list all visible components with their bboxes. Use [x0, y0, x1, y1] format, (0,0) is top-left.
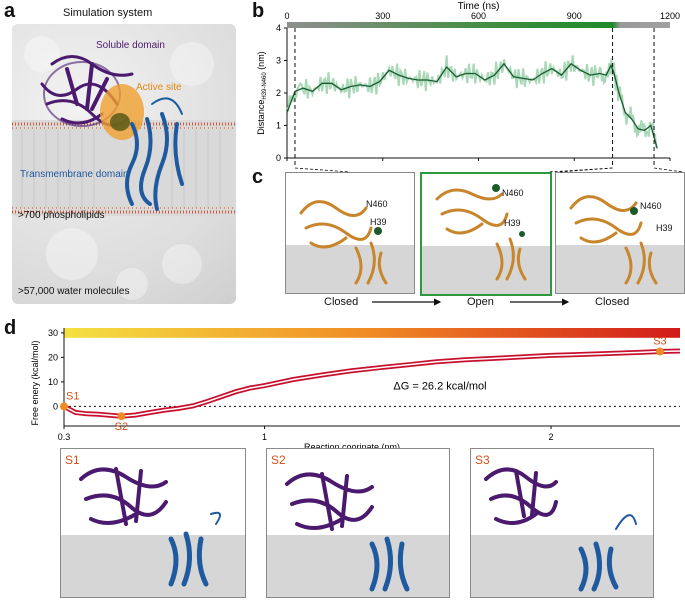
protein-s1: [79, 467, 221, 587]
transmembrane-domain-structure: [125, 97, 184, 211]
distance-chart: 0 300 600 900 1200 Time (ns) 0 1 2 3 4 DistanceH39-…: [256, 1, 680, 168]
soluble-domain-label: Soluble domain: [96, 40, 165, 51]
state-open-box: N460 H39: [420, 172, 552, 296]
x-axis-title: Reaction coorinate (nm): [304, 442, 400, 450]
n460-label: N460: [640, 201, 662, 211]
y-tick-label: 30: [48, 328, 58, 338]
distance-raw-trace: [286, 55, 658, 148]
transmembrane-domain-label: Transmembrane domain: [20, 169, 129, 180]
phospholipids-label: >700 phospholipids: [18, 210, 105, 221]
membrane-lipid-tails: [21, 130, 221, 208]
y-axis-title: Free enery (kcal/mol): [30, 340, 40, 425]
h39-label: H39: [504, 218, 521, 228]
state-closed-2-box: N460 H39: [555, 172, 685, 294]
state-s3-label: S3: [475, 453, 490, 467]
x-axis-title: Time (ns): [458, 1, 500, 12]
y-tick-label: 20: [48, 352, 58, 362]
delta-g-annotation: ΔG = 26.2 kcal/mol: [393, 380, 486, 392]
soluble-domain-structure: [40, 55, 134, 127]
distance-smooth-line: [286, 62, 658, 149]
state-label-open: Open: [467, 296, 494, 308]
x-tick-label: 0.3: [58, 432, 71, 442]
x-tick-label: 2: [549, 432, 554, 442]
protein-open: [435, 184, 527, 281]
panel-b-letter: b: [252, 0, 265, 22]
panel-a-letter: a: [4, 0, 16, 22]
state-s3-box: S3: [470, 448, 654, 598]
panel-c-letter: c: [252, 166, 264, 188]
y-tick-label: 3: [276, 56, 281, 66]
simulation-render: [12, 36, 236, 300]
state-s2-box: S2: [266, 448, 450, 598]
panel-d-letter: d: [4, 317, 17, 339]
x-tick-label: 600: [471, 11, 486, 21]
y-tick-label: 2: [276, 88, 281, 98]
state-point-s3: [655, 347, 664, 356]
active-site-core: [110, 113, 130, 131]
state-point-label-s1: S1: [66, 390, 79, 402]
y-tick-label: 10: [48, 377, 58, 387]
simulation-box: Soluble domain Active site Transmembrane…: [12, 24, 236, 304]
y-tick-label: 4: [276, 23, 281, 33]
x-tick-label: 900: [567, 11, 582, 21]
state-s1-label: S1: [65, 453, 80, 467]
state-point-label-s3: S3: [653, 336, 666, 348]
water-texture: [24, 36, 214, 300]
state-label-closed-2: Closed: [595, 296, 630, 308]
water-label: >57,000 water molecules: [18, 286, 130, 297]
n460-label: N460: [502, 188, 524, 198]
active-site-label: Active site: [136, 82, 182, 93]
n460-label: N460: [366, 199, 388, 209]
x-tick-label: 1: [262, 432, 267, 442]
energy-gradient-bar: [64, 328, 680, 338]
state-point-s1: [60, 402, 68, 411]
protein-closed-1: [299, 200, 388, 285]
h39-label: H39: [656, 223, 673, 233]
free-energy-curve-outer: [62, 348, 681, 419]
panel-a-title: Simulation system: [63, 7, 153, 19]
state-closed-1-box: N460 H39: [285, 172, 415, 294]
protein-s3: [484, 467, 637, 592]
protein-closed-2: [569, 195, 658, 285]
y-tick-label: 1: [276, 121, 281, 131]
state-label-closed-1: Closed: [324, 296, 359, 308]
y-tick-label: 0: [276, 153, 281, 163]
state-point-s2: [117, 412, 126, 421]
protein-s2: [285, 472, 410, 592]
state-s1-box: S1: [60, 448, 246, 598]
state-point-label-s2: S2: [115, 421, 128, 433]
membrane-lipid-heads-bottom: [12, 207, 236, 214]
h39-label: H39: [370, 217, 387, 227]
x-tick-label: 1200: [660, 11, 680, 21]
free-energy-chart: 0 10 20 30 0.3 1 2 Reaction coorinate (nm) Free …: [30, 328, 681, 450]
x-tick-label: 0: [284, 11, 289, 21]
x-tick-label: 300: [375, 11, 390, 21]
y-axis-title: DistanceH39-N460 (nm): [256, 51, 268, 134]
time-color-bar: [287, 22, 670, 28]
free-energy-curve-inner: [63, 350, 681, 417]
state-s2-label: S2: [271, 453, 286, 467]
y-tick-label: 0: [53, 401, 58, 411]
